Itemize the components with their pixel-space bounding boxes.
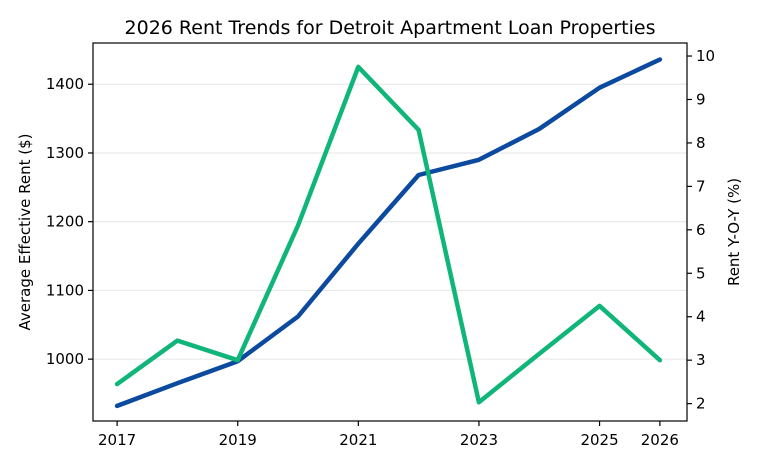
y-right-tick-label: 7 xyxy=(696,177,706,195)
x-tick-label: 2023 xyxy=(460,431,498,449)
x-tick-label: 2026 xyxy=(641,431,679,449)
axes-layer xyxy=(92,42,688,422)
y-left-tick-label: 1400 xyxy=(46,75,84,93)
y-right-tick-label: 6 xyxy=(696,221,706,239)
series-layer xyxy=(114,57,663,409)
y-right-tick-label: 3 xyxy=(696,351,706,369)
y-left-tick-label: 1300 xyxy=(46,144,84,162)
y-right-tick-label: 5 xyxy=(696,264,706,282)
y-axis-left: 1000 1100 1200 1300 1400 xyxy=(46,75,93,368)
y-axis-right-label: Rent Y-O-Y (%) xyxy=(725,178,743,286)
y-right-tick-label: 10 xyxy=(696,47,715,65)
y-left-tick-label: 1100 xyxy=(46,281,84,299)
chart-title: 2026 Rent Trends for Detroit Apartment L… xyxy=(125,17,656,39)
x-axis: 2017 2019 2021 2023 2025 2026 xyxy=(98,421,679,449)
y-right-tick-label: 2 xyxy=(696,395,706,413)
y-right-tick-label: 4 xyxy=(696,308,706,326)
x-tick-label: 2017 xyxy=(98,431,136,449)
x-tick-label: 2021 xyxy=(339,431,377,449)
y-axis-left-label: Average Effective Rent ($) xyxy=(16,134,34,331)
grid-layer xyxy=(93,83,687,360)
y-right-tick-label: 9 xyxy=(696,90,706,108)
y-right-tick-label: 8 xyxy=(696,134,706,152)
y-left-tick-label: 1000 xyxy=(46,350,84,368)
x-tick-label: 2019 xyxy=(219,431,257,449)
y-axis-right: 2 3 4 5 6 7 8 9 10 xyxy=(687,47,715,413)
y-left-tick-label: 1200 xyxy=(46,213,84,231)
series-line-right-axis xyxy=(114,64,663,405)
series-line-left-axis xyxy=(114,57,663,409)
plot-frame xyxy=(92,42,688,422)
x-tick-label: 2025 xyxy=(580,431,618,449)
